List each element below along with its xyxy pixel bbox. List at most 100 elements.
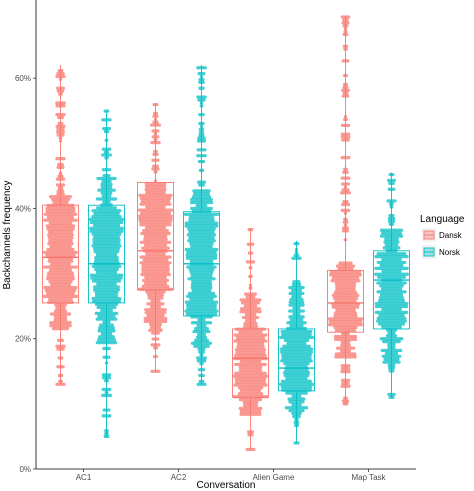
swarm-point <box>283 373 310 378</box>
legend-key-dansk <box>422 228 436 242</box>
box-dansk-map-task <box>327 16 364 404</box>
swarm-point <box>43 294 78 298</box>
swarm-point <box>91 299 122 304</box>
swarm-point <box>376 316 407 320</box>
swarm-point <box>103 434 110 439</box>
swarm-point <box>283 362 310 366</box>
box-body <box>373 250 410 330</box>
swarm-point <box>335 287 356 292</box>
swarm-point <box>238 365 263 369</box>
swarm-point <box>239 389 262 393</box>
swarm-point <box>234 371 267 375</box>
swarm-point <box>185 256 218 260</box>
box-body <box>137 181 174 291</box>
swarm-point <box>43 212 78 216</box>
swarm-point <box>48 268 73 272</box>
swarm-point <box>239 359 262 364</box>
swarm-point <box>45 206 76 211</box>
swarm-point <box>45 224 76 228</box>
box-dansk-alien-game <box>232 227 269 450</box>
swarm-point <box>47 271 74 275</box>
y-ticks: 0% 20% 40% 60% <box>15 74 36 474</box>
swarm-point <box>93 250 120 254</box>
swarm-point <box>96 282 117 286</box>
swarm-point <box>333 290 358 295</box>
box-body <box>327 269 364 333</box>
swarm-point <box>45 209 76 213</box>
swarm-point <box>286 341 307 345</box>
swarm-point <box>89 229 124 233</box>
swarm-point <box>331 276 360 280</box>
swarm-point <box>47 233 74 237</box>
swarm-point <box>139 223 172 227</box>
x-tick-label: Map Task <box>351 473 386 482</box>
swarm-point <box>190 283 213 287</box>
x-tick-label: AC1 <box>76 473 92 482</box>
swarm-point <box>235 336 266 340</box>
swarm-point <box>378 296 405 300</box>
swarm-point <box>91 297 122 301</box>
swarm-point <box>91 279 122 283</box>
swarm-point <box>139 240 172 244</box>
swarm-point <box>376 275 407 279</box>
swarm-point <box>189 271 214 275</box>
swarm-point <box>377 299 406 303</box>
swarm-point <box>138 217 173 221</box>
swarm-point <box>334 299 357 303</box>
y-tick-label: 20% <box>15 335 31 344</box>
swarm-point <box>138 214 173 218</box>
box-norsk-ac2 <box>183 65 220 385</box>
swarm-point <box>187 277 216 281</box>
swarm-point <box>190 244 213 249</box>
swarm-point <box>284 368 309 372</box>
swarm-point <box>140 272 171 277</box>
x-tick-label: AC2 <box>171 473 187 482</box>
swarm-point <box>186 250 217 255</box>
y-tick-label: 0% <box>19 465 31 474</box>
swarm-point <box>374 310 409 314</box>
swarm-point <box>334 328 357 333</box>
swarm-point <box>233 333 268 337</box>
swarm-point <box>49 244 72 249</box>
swarm-point <box>332 296 359 300</box>
swarm-point <box>237 392 264 396</box>
swarm-point <box>96 206 117 210</box>
swarm-point <box>236 342 265 346</box>
swarm-point <box>140 231 171 236</box>
box-body <box>88 204 125 304</box>
swarm-point <box>43 265 78 269</box>
swarm-point <box>238 368 263 372</box>
x-axis-title: Conversation <box>197 480 256 491</box>
swarm-point <box>376 281 407 285</box>
swarm-point <box>188 236 215 240</box>
swarm-point <box>333 311 358 315</box>
box-norsk-ac1 <box>88 110 125 437</box>
swarm-point <box>138 220 173 224</box>
swarm-point <box>46 277 75 281</box>
swarm-point <box>329 273 362 277</box>
swarm-point <box>374 272 409 276</box>
swarm-point <box>145 252 166 256</box>
swarm-point <box>282 344 311 348</box>
swarm-point <box>145 205 166 209</box>
swarm-point <box>50 262 71 266</box>
swarm-point <box>144 182 167 186</box>
swarm-point <box>45 253 76 257</box>
swarm-point <box>95 253 118 257</box>
swarm-point <box>236 345 265 349</box>
swarm-point <box>335 308 356 312</box>
swarm-point <box>138 193 173 198</box>
swarm-point <box>330 279 361 283</box>
box-body <box>278 328 315 392</box>
swarm-point <box>281 332 312 337</box>
swarm-point <box>379 263 404 268</box>
swarm-point <box>186 294 217 298</box>
swarm-point <box>381 325 402 329</box>
swarm-point <box>380 287 403 291</box>
swarm-point <box>280 359 313 363</box>
swarm-point <box>46 291 75 296</box>
swarm-point <box>189 297 214 301</box>
swarm-point <box>94 294 119 298</box>
swarm-point <box>48 280 73 284</box>
swarm-point <box>279 347 314 351</box>
